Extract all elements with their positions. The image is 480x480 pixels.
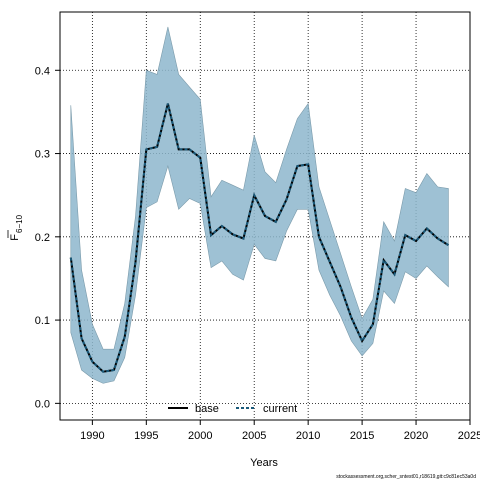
y-axis-title-main: F xyxy=(9,234,21,241)
x-axis-title: Years xyxy=(250,457,278,469)
y-tick-label: 0.3 xyxy=(35,149,50,161)
series-line-current xyxy=(69,103,449,373)
plot-frame xyxy=(59,11,471,421)
svg-text:6−10: 6−10 xyxy=(15,214,24,233)
x-axis: 1990 1995 2000 2005 2010 2015 2020 2025 xyxy=(80,420,480,442)
x-tick-label: 2000 xyxy=(188,430,212,442)
y-tick-label: 0.0 xyxy=(35,398,50,410)
x-tick-label: 2025 xyxy=(458,430,480,442)
footer-credit: stockassessment.org,scher_sntest01,r1861… xyxy=(336,474,476,480)
y-axis-title: F 6−10 xyxy=(7,214,24,241)
x-tick-label: 2020 xyxy=(404,430,428,442)
x-tick-label: 2015 xyxy=(350,430,374,442)
x-tick-label: 2005 xyxy=(242,430,266,442)
y-tick-label: 0.2 xyxy=(35,232,50,244)
svg-text:F: F xyxy=(9,234,21,241)
legend-label-base: base xyxy=(195,403,219,415)
x-tick-label: 1995 xyxy=(134,430,158,442)
x-tick-label: 1990 xyxy=(80,430,104,442)
y-tick-label: 0.1 xyxy=(35,315,50,327)
y-tick-label: 0.4 xyxy=(35,65,50,77)
legend-label-current: current xyxy=(263,403,297,415)
y-axis: 0.0 0.1 0.2 0.3 0.4 xyxy=(35,65,60,410)
y-axis-title-sub: 6−10 xyxy=(15,214,24,233)
x-tick-label: 2010 xyxy=(296,430,320,442)
legend: base current xyxy=(168,403,297,415)
